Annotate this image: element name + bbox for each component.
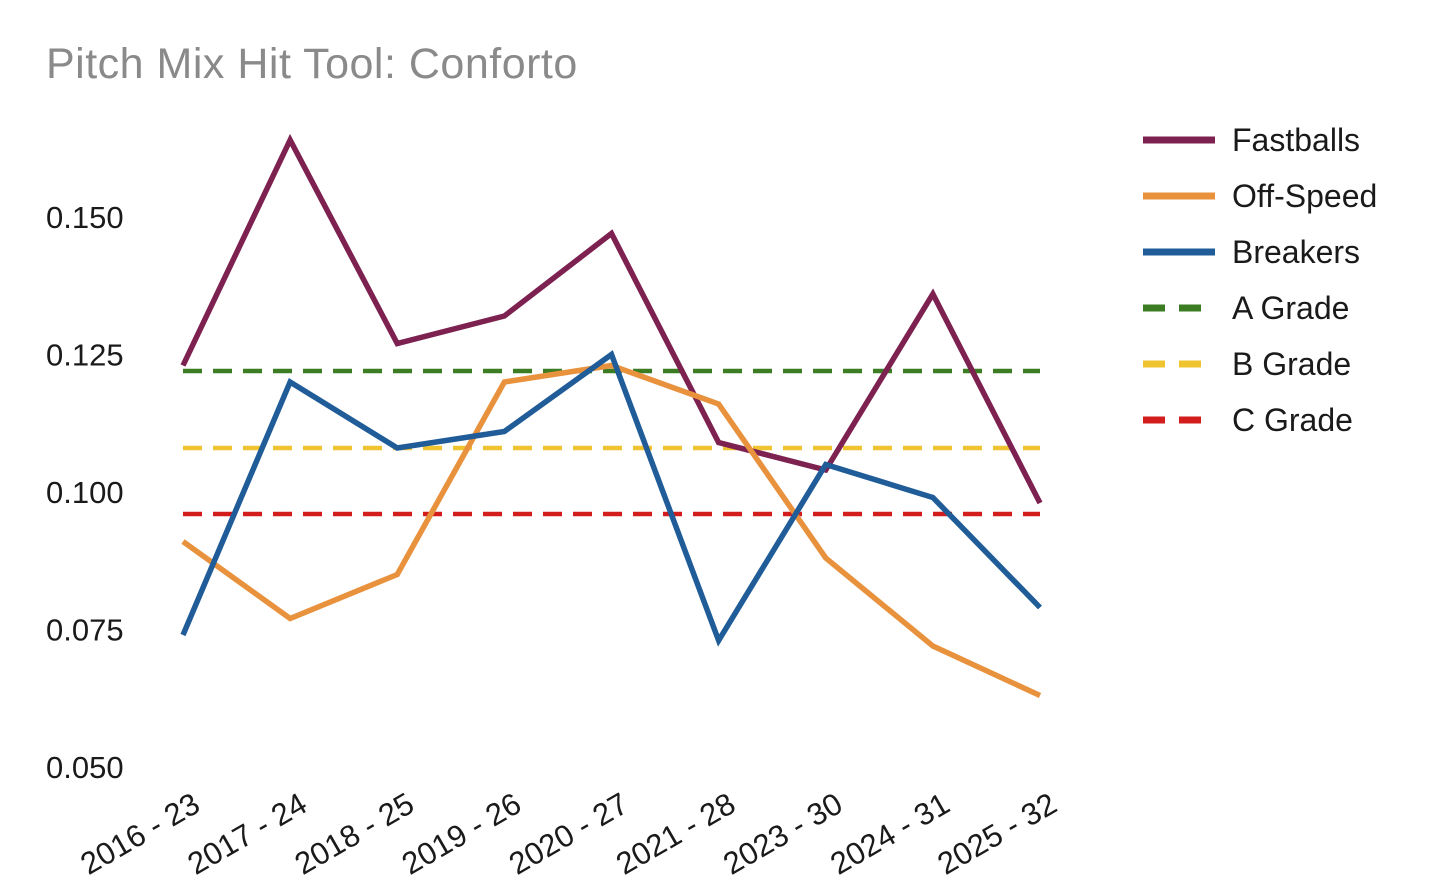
legend-sample-a-grade [1143, 304, 1215, 312]
legend-item-c-grade: C Grade [1143, 392, 1377, 448]
legend-label: A Grade [1232, 289, 1350, 326]
legend-sample-breakers [1143, 248, 1215, 256]
legend-label: Off-Speed [1232, 177, 1378, 214]
legend-label: B Grade [1232, 345, 1352, 382]
x-tick-label: 2018 - 25 [289, 786, 420, 882]
legend-sample-off-speed [1143, 192, 1215, 200]
legend-item-a-grade: A Grade [1143, 280, 1377, 336]
legend-sample-fastballs [1143, 136, 1215, 144]
x-tick-label: 2016 - 23 [75, 786, 206, 882]
y-tick-label: 0.125 [46, 338, 124, 373]
x-tick-label: 2024 - 31 [824, 786, 955, 882]
y-tick-label: 0.100 [46, 475, 124, 510]
y-tick-label: 0.150 [46, 200, 124, 235]
legend-item-breakers: Breakers [1143, 224, 1377, 280]
y-tick-label: 0.075 [46, 613, 124, 648]
series-line-off-speed [181, 362, 1042, 698]
x-tick-label: 2023 - 30 [717, 786, 848, 882]
x-tick-label: 2025 - 32 [932, 786, 1063, 882]
series-line-fastballs [180, 133, 1043, 505]
x-tick-label: 2021 - 28 [610, 786, 741, 882]
legend-sample-b-grade [1143, 360, 1215, 368]
x-tick-label: 2017 - 24 [182, 786, 313, 882]
legend-item-fastballs: Fastballs [1143, 112, 1377, 168]
x-tick-label: 2019 - 26 [396, 786, 527, 882]
legend-item-b-grade: B Grade [1143, 336, 1377, 392]
y-tick-label: 0.050 [46, 750, 124, 785]
legend: Fastballs Off-Speed Breakers A Grade B Grade… [1143, 112, 1377, 448]
legend-label: Breakers [1232, 233, 1361, 270]
legend-label: Fastballs [1232, 121, 1361, 158]
legend-sample-c-grade [1143, 416, 1215, 424]
series-line-breakers [180, 350, 1042, 647]
x-tick-label: 2020 - 27 [503, 786, 634, 882]
legend-item-off-speed: Off-Speed [1143, 168, 1377, 224]
legend-label: C Grade [1232, 401, 1353, 438]
chart-title: Pitch Mix Hit Tool: Conforto [46, 40, 578, 88]
